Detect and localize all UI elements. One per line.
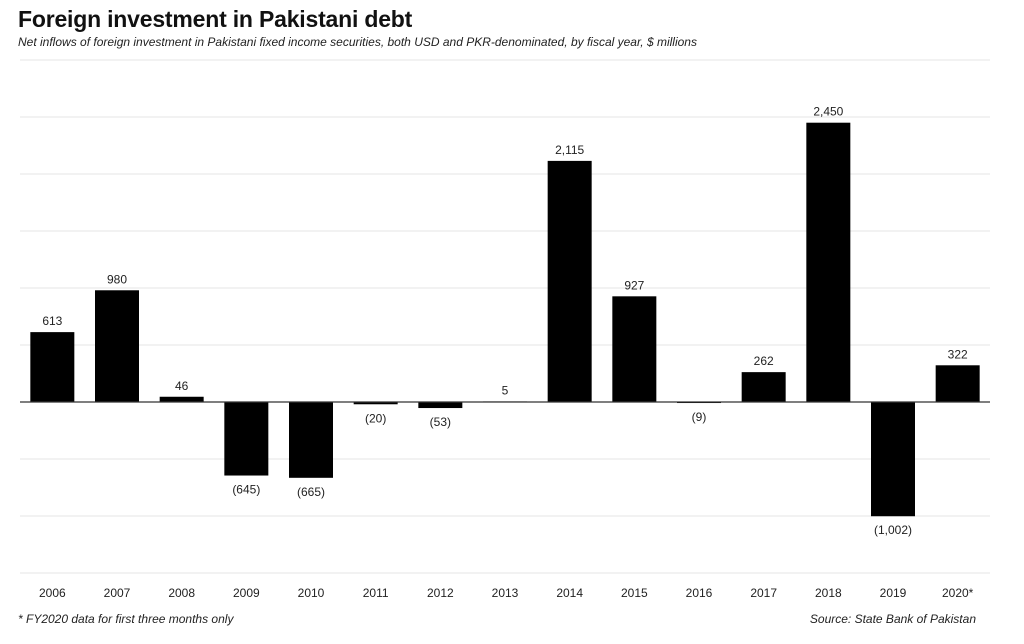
data-label: 927 bbox=[624, 278, 644, 292]
x-tick-label: 2020* bbox=[942, 586, 974, 600]
data-label: 46 bbox=[175, 379, 189, 393]
bar-2012 bbox=[418, 402, 463, 409]
bar-2011 bbox=[353, 402, 398, 405]
data-label: (20) bbox=[365, 411, 386, 425]
bar-2017 bbox=[741, 372, 786, 402]
data-label: 322 bbox=[948, 347, 968, 361]
x-tick-label: 2019 bbox=[880, 586, 907, 600]
data-label: 2,115 bbox=[555, 143, 584, 157]
x-tick-label: 2013 bbox=[492, 586, 519, 600]
bar-2019 bbox=[871, 402, 915, 517]
bar-2007 bbox=[95, 290, 139, 402]
x-tick-label: 2007 bbox=[104, 586, 131, 600]
data-label: 5 bbox=[502, 383, 509, 397]
x-tick-label: 2017 bbox=[750, 586, 777, 600]
bar-2009 bbox=[224, 402, 269, 476]
data-label: 980 bbox=[107, 272, 127, 286]
data-label: 262 bbox=[754, 354, 774, 368]
chart-title: Foreign investment in Pakistani debt bbox=[18, 6, 413, 32]
data-label: (9) bbox=[692, 410, 707, 424]
data-label: (53) bbox=[430, 415, 451, 429]
bar-2008 bbox=[159, 396, 204, 402]
bar-2006 bbox=[30, 332, 75, 402]
bar-2015 bbox=[612, 296, 657, 402]
data-label: (1,002) bbox=[874, 523, 912, 537]
footnote: * FY2020 data for first three months onl… bbox=[18, 612, 234, 626]
x-tick-label: 2015 bbox=[621, 586, 648, 600]
bar-2020* bbox=[935, 365, 980, 402]
bar-2010 bbox=[289, 402, 333, 478]
bar-2018 bbox=[806, 122, 851, 402]
x-tick-label: 2016 bbox=[686, 586, 713, 600]
x-tick-label: 2009 bbox=[233, 586, 260, 600]
x-tick-label: 2012 bbox=[427, 586, 454, 600]
bar-2014 bbox=[547, 160, 592, 402]
x-tick-label: 2018 bbox=[815, 586, 842, 600]
x-tick-label: 2006 bbox=[39, 586, 66, 600]
data-label: (665) bbox=[297, 485, 325, 499]
source-note: Source: State Bank of Pakistan bbox=[809, 612, 976, 626]
chart-subtitle: Net inflows of foreign investment in Pak… bbox=[18, 35, 697, 49]
data-label: 2,450 bbox=[813, 105, 843, 119]
x-tick-label: 2014 bbox=[556, 586, 583, 600]
data-label: (645) bbox=[232, 483, 260, 497]
data-label: 613 bbox=[42, 314, 62, 328]
x-tick-label: 2011 bbox=[363, 586, 389, 600]
x-tick-label: 2008 bbox=[168, 586, 195, 600]
x-tick-label: 2010 bbox=[298, 586, 325, 600]
